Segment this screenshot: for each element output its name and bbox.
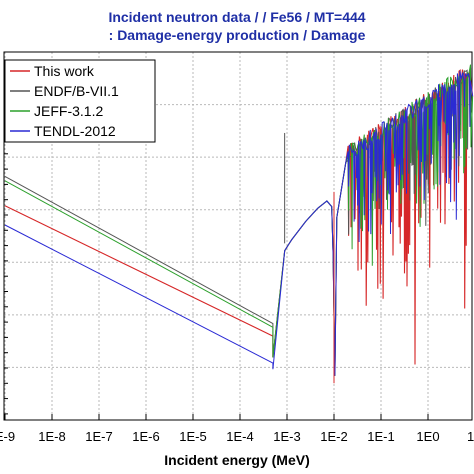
x-tick-label: 1E-7 (85, 429, 112, 444)
chart-subtitle: : Damage-energy production / Damage (108, 27, 366, 43)
series-lines (4, 64, 474, 384)
legend-box (4, 59, 156, 143)
x-tick-label: 1E-8 (38, 429, 65, 444)
legend-label: JEFF-3.1.2 (34, 103, 103, 119)
x-tick-label: 1E-4 (226, 429, 253, 444)
x-tick-label: 1E0 (416, 429, 439, 444)
chart-title: Incident neutron data / / Fe56 / MT=444 (108, 9, 366, 25)
x-tick-label: 1E-6 (132, 429, 159, 444)
legend-label: ENDF/B-VII.1 (34, 83, 119, 99)
legend-label: This work (34, 63, 95, 79)
legend-label: TENDL-2012 (34, 123, 116, 139)
x-tick-label: 1E (467, 429, 474, 444)
legend: This work ENDF/B-VII.1 JEFF-3.1.2 TENDL-201… (4, 59, 156, 143)
x-tick-label: 1E-1 (367, 429, 394, 444)
plot-frame (3, 51, 473, 421)
x-tick-label: E-9 (0, 429, 15, 444)
x-tick-label: 1E-2 (320, 429, 347, 444)
x-tick-label: 1E-3 (273, 429, 300, 444)
x-tick-label: 1E-5 (179, 429, 206, 444)
series-line-tendl-2012 (4, 70, 474, 376)
x-axis-label: Incident energy (MeV) (164, 452, 310, 468)
x-axis-ticks: E-9 1E-8 1E-7 1E-6 1E-5 1E-4 1E-3 1E-2 1E-1 1E0 1E (0, 414, 474, 444)
